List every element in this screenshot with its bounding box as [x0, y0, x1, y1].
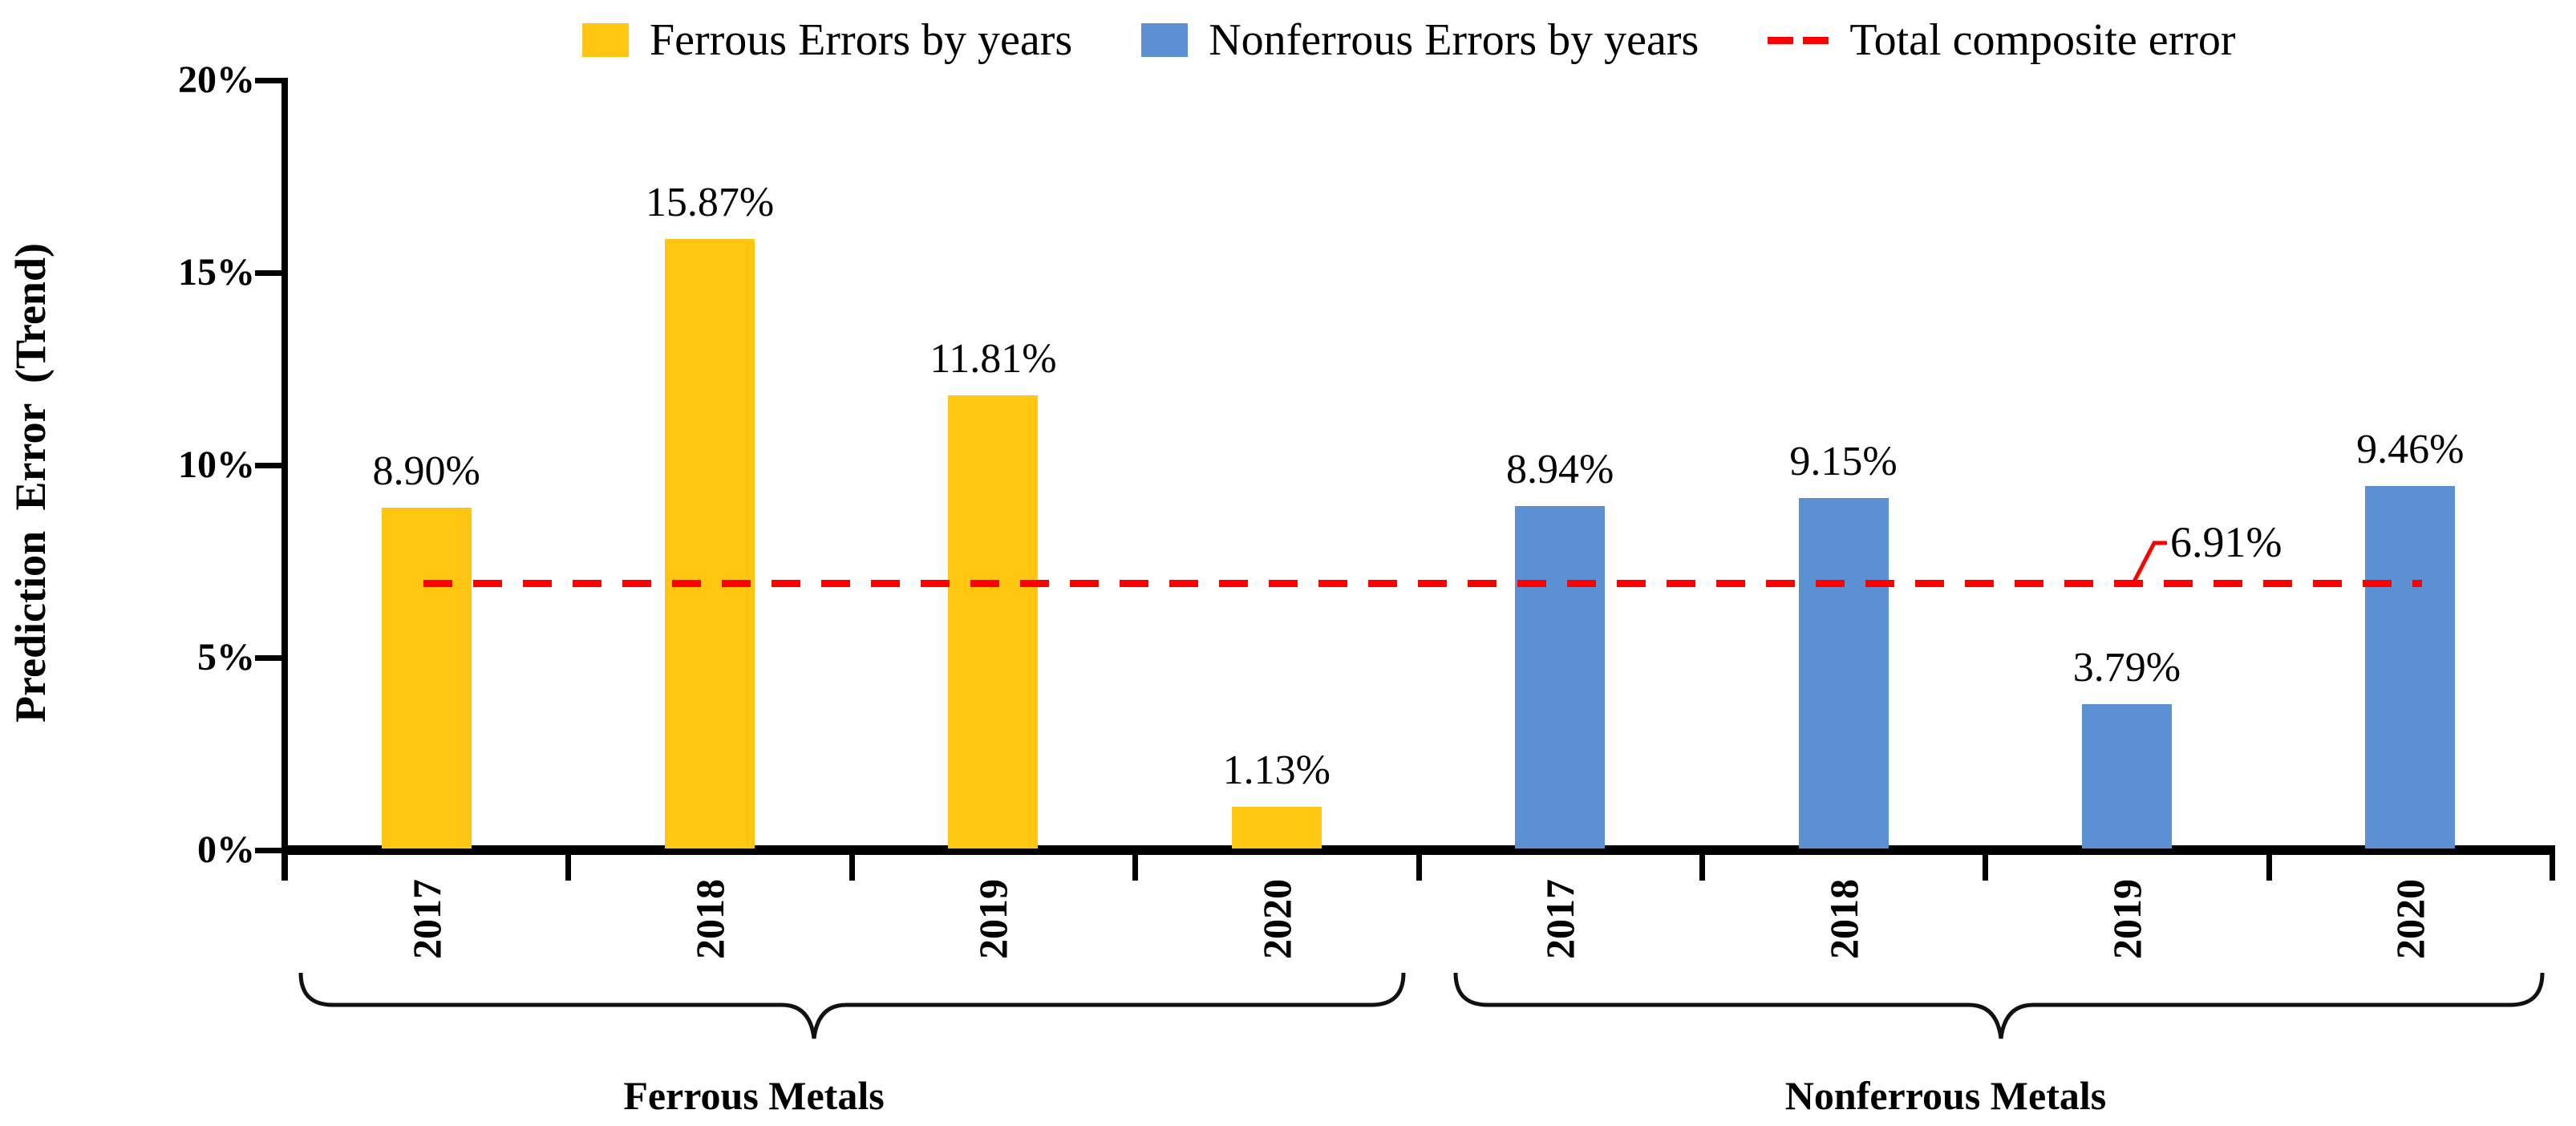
x-category-label: 2017: [1537, 879, 1583, 959]
bar-value-label: 9.46%: [2356, 426, 2465, 472]
y-axis-tick: [255, 78, 286, 83]
bar-value-label: 8.94%: [1506, 446, 1614, 492]
y-tick-label: 0%: [197, 828, 255, 871]
y-axis-line: [281, 78, 288, 881]
bar-ferrous-2020: [1231, 806, 1322, 849]
group-brace-ferrous: [298, 972, 1406, 1039]
x-axis-tick: [1416, 850, 1422, 881]
x-axis-tick: [2550, 850, 2555, 881]
legend-label: Ferrous Errors by years: [650, 15, 1073, 65]
total-error-value-label: 6.91%: [2170, 518, 2282, 566]
legend-color-swatch-icon: [582, 23, 629, 57]
legend-item: Nonferrous Errors by years: [1141, 16, 1699, 64]
x-axis-tick: [1983, 850, 1989, 881]
bar-value-label: 3.79%: [2072, 645, 2181, 691]
group-label-nonferrous: Nonferrous Metals: [1784, 1073, 2107, 1118]
bar-nonferrous-2020: [2365, 485, 2456, 849]
group-label-ferrous: Ferrous Metals: [623, 1073, 885, 1118]
x-axis-tick: [2266, 850, 2272, 881]
bar-nonferrous-2019: [2081, 704, 2172, 849]
x-category-label: 2020: [2388, 879, 2433, 959]
x-category-label: 2018: [687, 879, 733, 959]
bar-value-label: 1.13%: [1222, 747, 1331, 793]
x-category-label: 2019: [2104, 879, 2149, 959]
x-category-label: 2018: [1821, 879, 1866, 959]
bar-value-label: 9.15%: [1789, 438, 1898, 484]
x-category-label: 2017: [403, 879, 449, 959]
y-axis-tick: [255, 463, 286, 468]
bar-nonferrous-2017: [1515, 505, 1606, 849]
dash-icon: [1768, 36, 1794, 44]
x-axis-tick: [565, 850, 572, 881]
y-tick-label: 20%: [178, 59, 255, 101]
legend-color-swatch-icon: [1141, 23, 1189, 57]
y-axis-tick: [255, 848, 286, 853]
y-tick-label: 5%: [197, 636, 255, 678]
y-axis-tick: [255, 655, 286, 661]
bar-nonferrous-2018: [1798, 497, 1889, 849]
legend-label: Nonferrous Errors by years: [1209, 15, 1699, 65]
x-category-label: 2020: [1254, 879, 1299, 959]
y-axis-tick: [255, 270, 286, 276]
x-axis-tick: [849, 850, 855, 881]
bar-ferrous-2018: [665, 239, 755, 849]
legend-item: Ferrous Errors by years: [582, 16, 1072, 64]
bar-value-label: 8.90%: [372, 448, 480, 494]
legend-dashed-line-icon: [1768, 36, 1829, 44]
x-axis-tick: [1132, 850, 1139, 881]
legend: Ferrous Errors by years Nonferrous Errors…: [582, 16, 2236, 64]
legend-label: Total composite error: [1849, 15, 2236, 65]
dash-icon: [1803, 36, 1829, 44]
x-category-label: 2019: [970, 879, 1016, 959]
y-tick-label: 15%: [178, 251, 255, 294]
bar-ferrous-2019: [948, 395, 1039, 849]
bar-value-label: 15.87%: [645, 180, 775, 226]
legend-item: Total composite error: [1768, 15, 2236, 65]
total-error-callout: [2131, 541, 2167, 585]
bar-ferrous-2017: [381, 507, 472, 849]
group-brace-nonferrous: [1453, 972, 2545, 1039]
y-axis-title: Prediction Error (Trend): [6, 243, 55, 723]
bar-value-label: 11.81%: [930, 336, 1057, 383]
x-axis-tick: [1699, 850, 1705, 881]
total-error-line: [423, 580, 2422, 587]
y-tick-label: 10%: [178, 444, 255, 486]
